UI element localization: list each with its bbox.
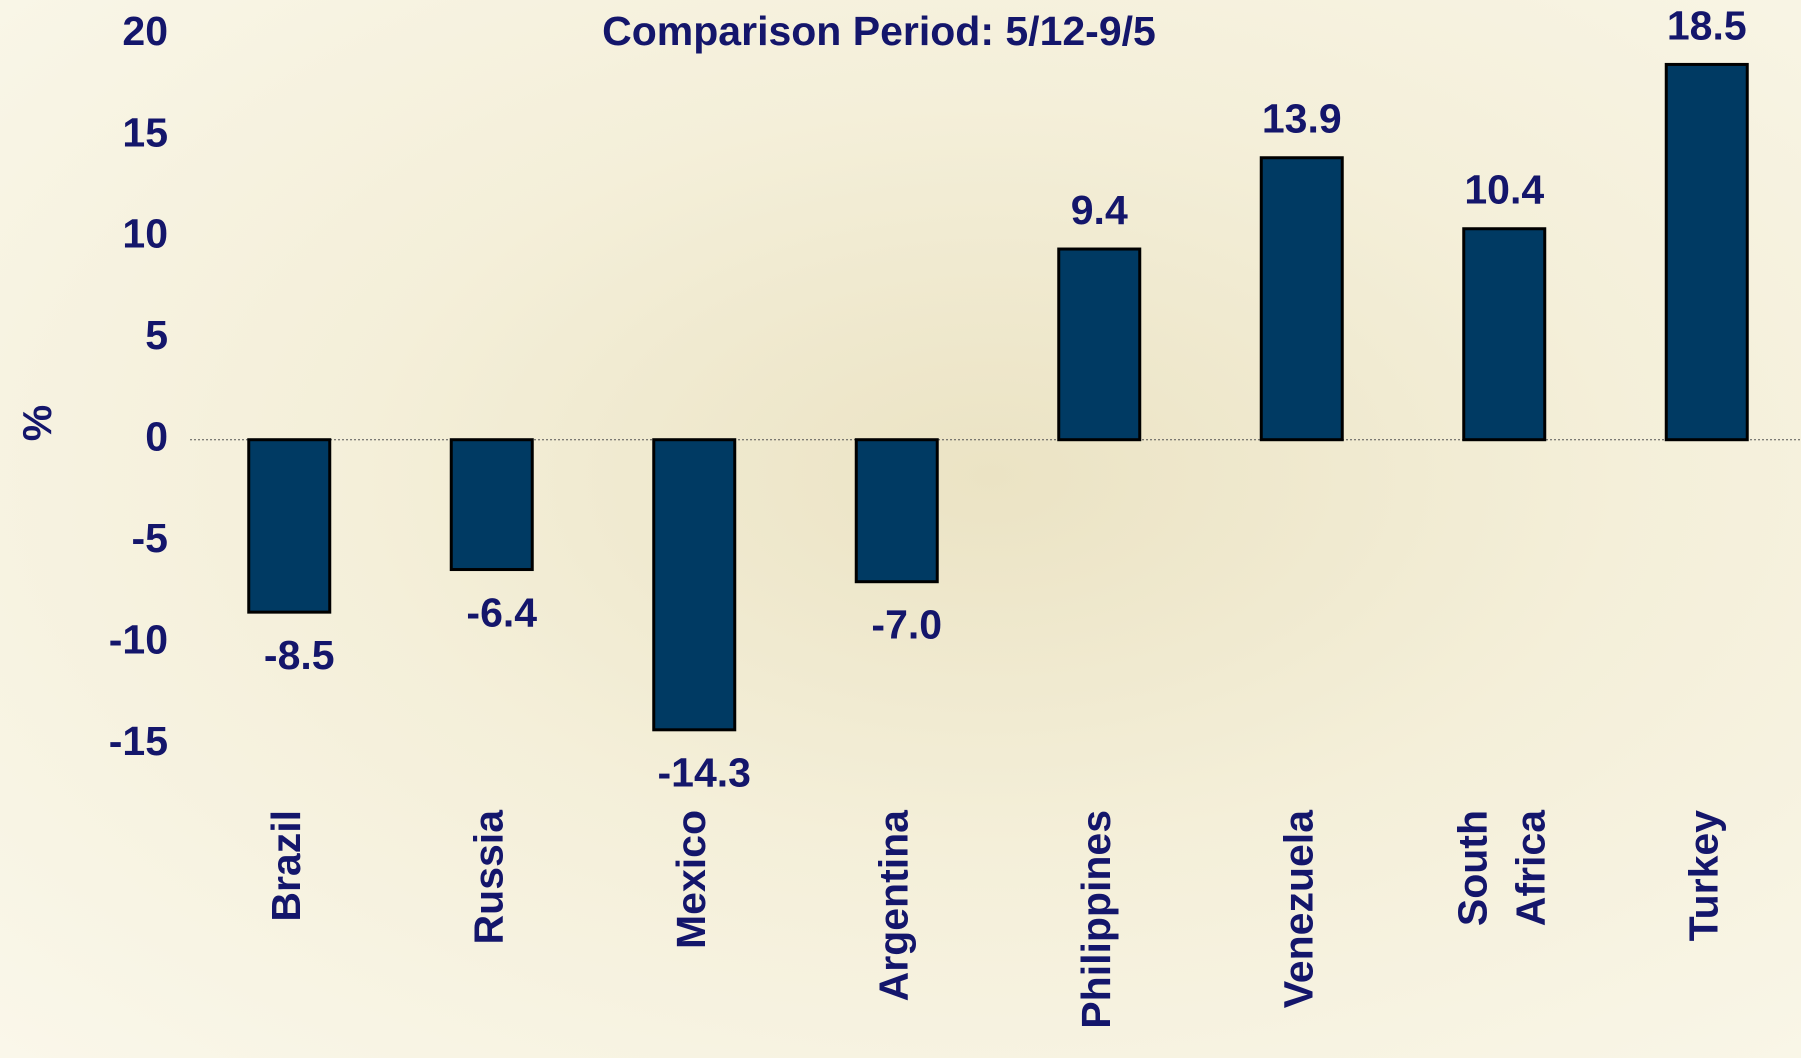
- value-label: -6.4: [466, 589, 537, 635]
- y-tick-label: 5: [145, 312, 168, 358]
- y-tick-label: 10: [122, 211, 168, 257]
- value-label: -14.3: [658, 750, 751, 796]
- bar: [856, 440, 937, 582]
- value-label: 10.4: [1464, 167, 1544, 213]
- bar: [1464, 229, 1545, 440]
- bar: [1261, 158, 1342, 440]
- x-tick-label: Venezuela: [1276, 809, 1322, 1008]
- y-tick-label: 20: [122, 8, 168, 54]
- y-axis-label: %: [14, 405, 60, 441]
- bar: [249, 440, 330, 612]
- y-tick-label: 0: [145, 414, 168, 460]
- chart: Comparison Period: 5/12-9/5 % -15 -10 -5 0 5…: [0, 0, 1801, 1058]
- y-tick-label: -15: [109, 718, 168, 764]
- value-label: 9.4: [1071, 187, 1128, 233]
- bar: [654, 440, 735, 730]
- value-label: 18.5: [1667, 2, 1747, 48]
- bar: [451, 440, 532, 570]
- bar: [1666, 64, 1747, 439]
- value-label: -8.5: [264, 632, 335, 678]
- y-tick-label: 15: [122, 109, 168, 155]
- y-tick-label: -10: [109, 616, 168, 662]
- y-tick-label: -5: [132, 515, 168, 561]
- value-label: 13.9: [1262, 96, 1342, 142]
- x-tick-label: Turkey: [1681, 810, 1727, 942]
- x-tick-label: Russia: [466, 809, 512, 945]
- x-tick-label: Philippines: [1073, 810, 1119, 1029]
- x-tick-label: Mexico: [668, 810, 714, 949]
- x-tick-label: Argentina: [871, 809, 917, 1002]
- x-tick-label: Brazil: [263, 810, 309, 922]
- bar: [1059, 249, 1140, 440]
- chart-title: Comparison Period: 5/12-9/5: [602, 8, 1156, 54]
- value-label: -7.0: [871, 602, 942, 648]
